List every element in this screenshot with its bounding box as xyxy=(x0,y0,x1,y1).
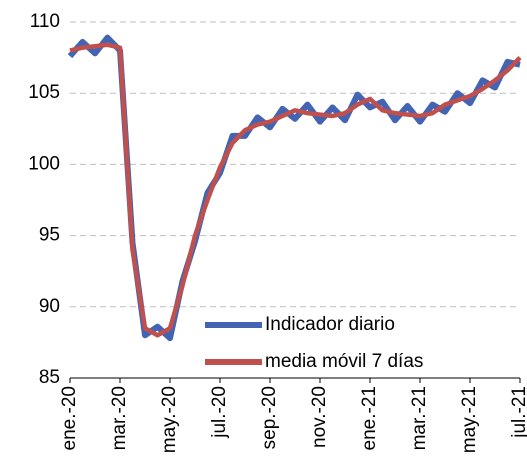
series-line xyxy=(69,42,522,338)
y-tick-label: 95 xyxy=(39,225,60,246)
x-tick-label: ene.-20 xyxy=(59,386,80,450)
legend-label: media móvil 7 días xyxy=(265,351,423,372)
y-tick-label: 105 xyxy=(28,82,60,103)
x-tick-label: jul.-21 xyxy=(509,386,527,439)
y-tick-label: 100 xyxy=(28,153,60,174)
y-tick-label: 90 xyxy=(39,296,60,317)
x-tick-label: nov.-20 xyxy=(309,386,330,448)
x-tick-label: may.-21 xyxy=(459,386,480,453)
legend-label: Indicador diario xyxy=(265,314,395,335)
x-tick-label: may.-20 xyxy=(159,386,180,453)
series-line xyxy=(67,34,521,342)
x-tick-label: mar.-21 xyxy=(409,386,430,450)
x-tick-label: ene.-21 xyxy=(359,386,380,450)
y-tick-label: 110 xyxy=(30,11,60,32)
x-tick-label: jul.-20 xyxy=(209,386,230,439)
x-tick-label: mar.-20 xyxy=(109,386,130,450)
y-tick-label: 85 xyxy=(39,367,60,388)
x-tick-label: sep.-20 xyxy=(259,386,280,449)
